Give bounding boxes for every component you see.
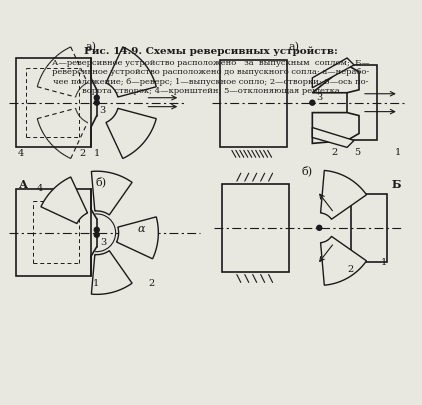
- Text: 3: 3: [101, 238, 107, 247]
- Polygon shape: [312, 59, 354, 89]
- Text: б): б): [302, 165, 313, 176]
- Polygon shape: [92, 172, 132, 215]
- Bar: [222, 185, 289, 272]
- Text: 3: 3: [100, 106, 106, 115]
- Circle shape: [317, 226, 322, 231]
- Circle shape: [310, 101, 315, 106]
- Circle shape: [94, 233, 99, 238]
- Text: 4: 4: [17, 149, 24, 158]
- Text: 5: 5: [354, 147, 360, 156]
- Circle shape: [94, 228, 99, 233]
- Text: 3: 3: [316, 93, 322, 102]
- Text: 2: 2: [347, 264, 353, 273]
- Polygon shape: [312, 66, 359, 94]
- Text: α: α: [138, 223, 145, 233]
- Text: 1: 1: [381, 258, 387, 266]
- Text: А—реверсивное устройство расположено   за  выпускным  соплом;  Б—: А—реверсивное устройство расположено за …: [52, 59, 370, 67]
- Text: 1: 1: [93, 278, 99, 287]
- Text: б): б): [95, 176, 106, 187]
- Text: 4: 4: [37, 183, 43, 192]
- Polygon shape: [312, 113, 359, 144]
- Text: ворота створок; 4—кронштейн; 5—отклоняющая решетка: ворота створок; 4—кронштейн; 5—отклоняющ…: [82, 87, 340, 95]
- Text: 2: 2: [331, 147, 337, 156]
- Bar: [16, 190, 91, 277]
- Text: чее положение; б—реверс; 1—выпускное сопло; 2—створки; 3—ось по-: чее положение; б—реверс; 1—выпускное соп…: [53, 78, 369, 85]
- Bar: [347, 66, 377, 141]
- Polygon shape: [312, 128, 354, 148]
- Polygon shape: [106, 48, 156, 98]
- Polygon shape: [106, 109, 156, 159]
- Text: Б: Б: [392, 178, 401, 189]
- Circle shape: [94, 101, 99, 106]
- Polygon shape: [321, 171, 366, 220]
- Circle shape: [94, 96, 99, 101]
- Bar: [351, 194, 387, 262]
- Text: 2: 2: [79, 149, 85, 158]
- Polygon shape: [321, 237, 366, 286]
- Polygon shape: [92, 251, 132, 294]
- Text: 2: 2: [149, 278, 155, 287]
- Text: Рис. 14.9. Схемы реверсивных устройств:: Рис. 14.9. Схемы реверсивных устройств:: [84, 46, 338, 55]
- Text: реверсивное устройство расположено до выпускного сопла; а—нерабо-: реверсивное устройство расположено до вы…: [52, 68, 370, 76]
- Polygon shape: [116, 217, 158, 259]
- Text: а): а): [289, 42, 300, 52]
- Text: а): а): [85, 42, 96, 52]
- Bar: [16, 59, 91, 148]
- Text: 1: 1: [395, 147, 401, 156]
- Text: А: А: [19, 178, 28, 189]
- Polygon shape: [41, 177, 87, 224]
- Text: 1: 1: [94, 149, 100, 158]
- Bar: [220, 61, 287, 148]
